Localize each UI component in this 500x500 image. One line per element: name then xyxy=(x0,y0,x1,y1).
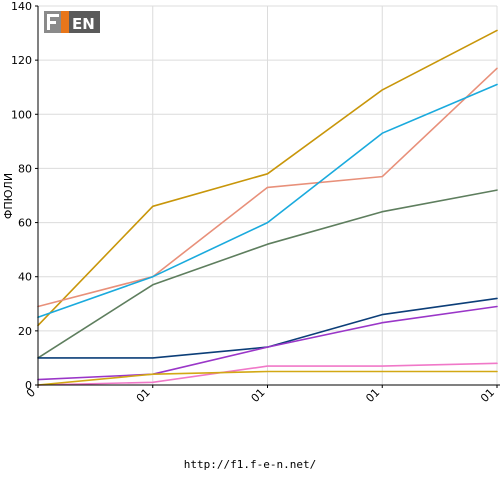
y-tick-label: 60 xyxy=(18,217,32,230)
x-tick-label: 01 xyxy=(478,386,497,405)
y-tick-label: 120 xyxy=(11,54,32,67)
series-line-1 xyxy=(37,29,498,327)
f1en-logo: EN xyxy=(44,8,100,36)
series-lines xyxy=(37,29,498,386)
y-tick-label: 20 xyxy=(18,325,32,338)
y-tick-label: 100 xyxy=(11,108,32,121)
grid xyxy=(38,5,498,385)
axes xyxy=(37,6,500,386)
x-tick-labels: 0 01 01 01 01 xyxy=(24,385,498,405)
y-tick-label: 40 xyxy=(18,271,32,284)
y-axis-title: ФПЮЛИ xyxy=(2,173,15,219)
series-line-8 xyxy=(37,370,498,386)
series-line-3 xyxy=(37,83,498,319)
x-tick-label: 01 xyxy=(134,386,153,405)
series-line-4 xyxy=(37,189,498,359)
footer-url[interactable]: http://f1.f-e-n.net/ xyxy=(183,458,317,471)
logo-graphic: EN xyxy=(44,11,100,33)
x-tick-label: 01 xyxy=(249,386,268,405)
x-tick-label: 01 xyxy=(363,386,382,405)
svg-text:EN: EN xyxy=(72,15,95,33)
y-tick-labels: 0 20 40 60 80 100 120 140 xyxy=(11,0,38,392)
series-line-6 xyxy=(37,305,498,381)
y-tick-label: 0 xyxy=(25,379,32,392)
y-tick-label: 80 xyxy=(18,162,32,175)
series-line-2 xyxy=(37,67,498,308)
y-tick-label: 140 xyxy=(11,0,32,13)
series-line-7 xyxy=(37,362,498,386)
